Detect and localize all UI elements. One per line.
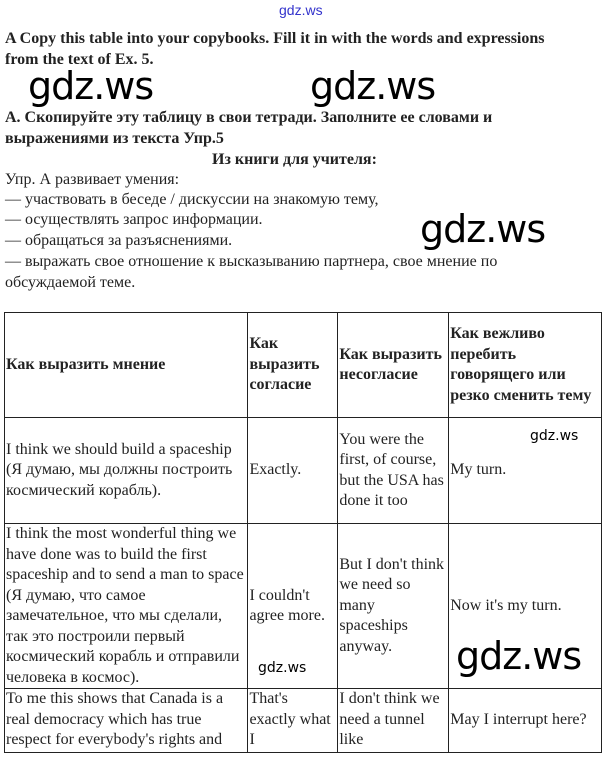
- skill-item: — обращаться за разъяснениями.: [5, 232, 233, 249]
- table-row: I think we should build a spaceship (Я д…: [3, 417, 602, 524]
- table-cell: May I interrupt here?: [448, 688, 602, 753]
- table-cell: That's exactly what I: [247, 688, 339, 753]
- header-interrupt: Как вежливо перебить говорящего или резк…: [448, 312, 602, 418]
- skill-item: — выражать свое отношение к высказыванию…: [5, 253, 498, 291]
- table-cell: I think the most wonderful thing we have…: [3, 523, 249, 689]
- header-opinion: Как выразить мнение: [3, 312, 249, 418]
- table-header-row: Как выразить мнение Как выразить согласи…: [3, 312, 602, 418]
- task-russian: А. Скопируйте эту таблицу в свои тетради…: [5, 109, 493, 147]
- teacher-heading: Из книги для учителя:: [212, 151, 377, 168]
- watermark: gdz.ws: [420, 207, 546, 251]
- watermark: gdz.ws: [530, 428, 579, 444]
- table-cell: Exactly.: [247, 417, 339, 524]
- table-cell: Now it's my turn.: [448, 523, 602, 689]
- table-cell: You were the first, of course, but the U…: [337, 417, 450, 524]
- skills-intro: Упр. А развивает умения:: [5, 171, 180, 188]
- watermark: gdz.ws: [28, 64, 154, 108]
- task-english: A Copy this table into your copybooks. F…: [5, 30, 545, 68]
- phrases-table: Как выразить мнение Как выразить согласи…: [3, 312, 602, 753]
- watermark-top: gdz.ws: [279, 2, 323, 18]
- table-row: To me this shows that Canada is a real d…: [3, 688, 602, 753]
- header-agreement: Как выразить согласие: [247, 312, 339, 418]
- table-cell: I couldn't agree more.: [247, 523, 339, 689]
- header-disagreement: Как выразить несогласие: [337, 312, 450, 418]
- watermark: gdz.ws: [310, 64, 436, 108]
- table-cell: I think we should build a spaceship (Я д…: [3, 417, 249, 524]
- watermark: gdz.ws: [456, 634, 582, 678]
- table-cell: My turn.: [448, 417, 602, 524]
- table-cell: I don't think we need a tunnel like: [337, 688, 450, 753]
- table-cell: But I don't think we need so many spaces…: [337, 523, 450, 689]
- skill-item: — участвовать в беседе / дискуссии на зн…: [5, 191, 379, 208]
- table-cell: To me this shows that Canada is a real d…: [3, 688, 249, 753]
- watermark: gdz.ws: [258, 660, 307, 676]
- skill-item: — осуществлять запрос информации.: [5, 211, 263, 228]
- table-row: I think the most wonderful thing we have…: [3, 523, 602, 689]
